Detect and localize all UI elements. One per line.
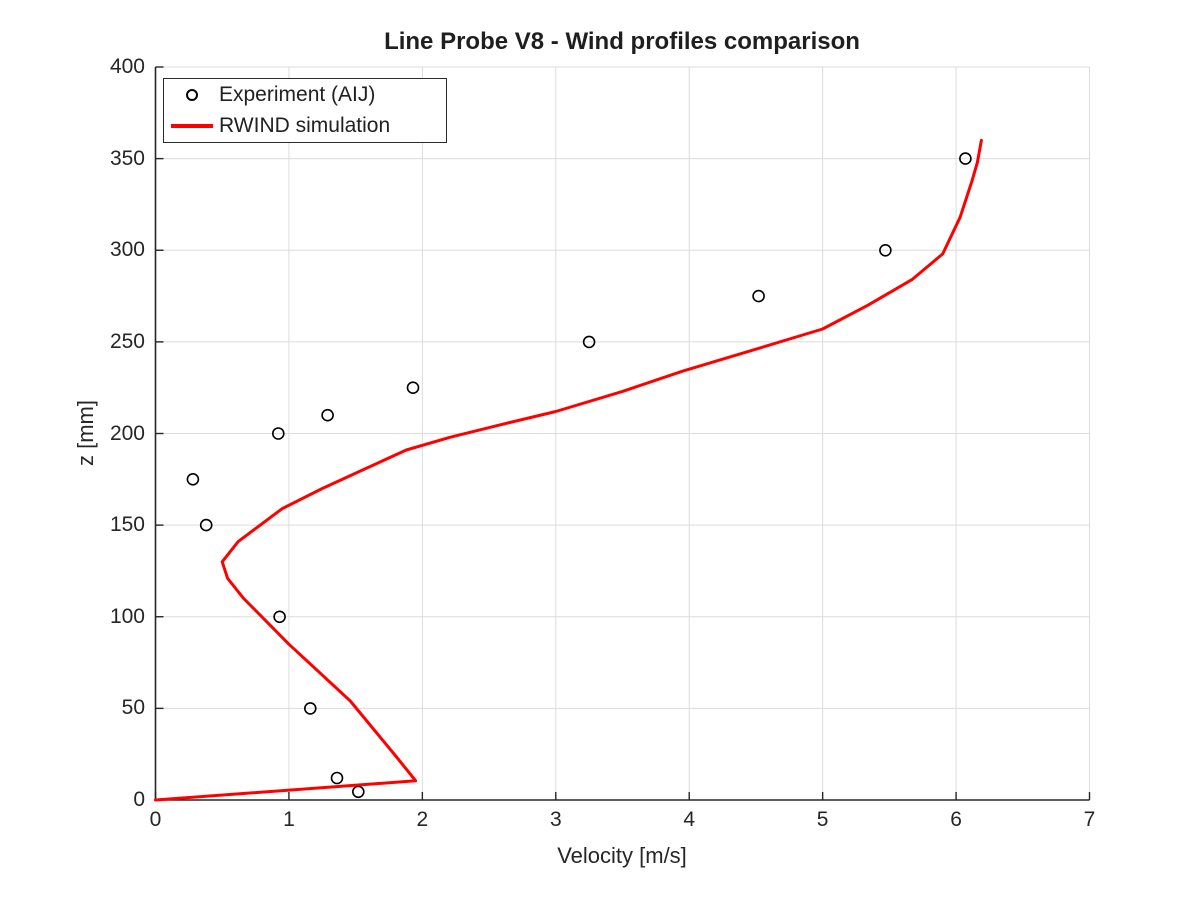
experiment-data-point [752, 289, 765, 303]
y-tick-label: 350 [109, 146, 145, 170]
legend-marker-cell [164, 89, 219, 101]
x-tick-label: 0 [149, 808, 162, 831]
experiment-data-point [582, 335, 596, 349]
open-circle-marker-icon [185, 89, 198, 101]
experiment-data-point [959, 152, 972, 165]
y-axis-label: z [mm] [73, 400, 98, 466]
legend-item-simulation: RWIND simulation [164, 111, 446, 142]
x-tick-label: 5 [816, 808, 829, 831]
y-tick-label: 300 [109, 238, 145, 262]
experiment-data-point [879, 244, 892, 257]
x-axis-label: Velocity [m/s] [557, 843, 687, 868]
legend: Experiment (AIJ) RWIND simulation [163, 78, 447, 143]
experiment-data-point [271, 427, 285, 440]
y-tick-label: 150 [109, 513, 145, 537]
x-tick-label: 4 [683, 808, 696, 831]
chart-title: Line Probe V8 - Wind profiles comparison [384, 28, 860, 55]
legend-label-experiment: Experiment (AIJ) [219, 83, 376, 106]
x-tick-label: 1 [283, 808, 295, 831]
y-tick-label: 200 [109, 421, 145, 445]
experiment-data-point [186, 472, 200, 486]
legend-label-simulation: RWIND simulation [219, 114, 391, 137]
legend-marker-cell [164, 124, 219, 128]
y-tick-label: 100 [109, 604, 145, 628]
simulation-line-series [154, 138, 983, 802]
y-tick-label: 250 [109, 329, 145, 353]
x-tick-label: 6 [950, 808, 962, 831]
legend-item-experiment: Experiment (AIJ) [164, 80, 446, 111]
experiment-data-point [406, 381, 420, 395]
y-tick-label: 0 [133, 788, 145, 811]
line-marker-icon [170, 124, 213, 128]
x-tick-label: 2 [416, 808, 429, 831]
y-tick-label: 400 [109, 55, 145, 78]
x-tick-label: 7 [1083, 808, 1096, 831]
experiment-data-point [330, 771, 344, 785]
experiment-data-point [199, 518, 213, 532]
y-tick-label: 50 [121, 696, 145, 720]
x-tick-label: 3 [549, 808, 562, 831]
experiment-data-point [351, 785, 365, 799]
experiment-data-point [273, 610, 286, 624]
experiment-data-point [321, 408, 334, 422]
experiment-data-point [303, 702, 317, 715]
